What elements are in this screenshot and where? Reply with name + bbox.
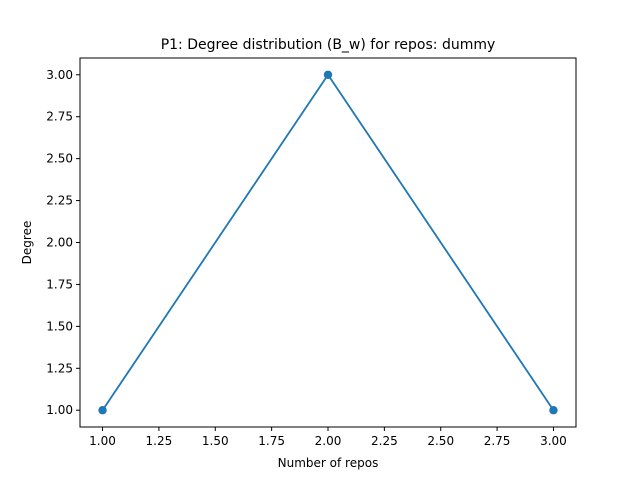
x-tick-label: 2.25: [371, 434, 398, 448]
x-tick-label: 1.75: [258, 434, 285, 448]
data-point: [323, 70, 333, 79]
x-tick-label: 1.00: [89, 434, 116, 448]
plot-area: 1.00 1.25 1.50 1.75 2.00 2.25 2.50 2.75 3.00 1.0…: [46, 57, 577, 448]
x-tick-label: 1.25: [146, 434, 173, 448]
x-tick-label: 2.00: [315, 434, 342, 448]
x-tick-label: 3.00: [540, 434, 567, 448]
y-tick-label: 2.75: [46, 110, 73, 124]
chart-title: P1: Degree distribution (B_w) for repos:…: [161, 37, 496, 53]
y-axis-label: Degree: [20, 221, 34, 265]
x-axis-label: Number of repos: [278, 456, 379, 470]
data-point: [549, 406, 558, 415]
y-tick-label: 1.75: [46, 277, 73, 291]
y-tick-label: 2.25: [46, 194, 73, 208]
x-tick-label: 2.75: [484, 434, 511, 448]
y-axis: 1.00 1.25 1.50 1.75 2.00 2.25 2.50 2.75 3.00: [46, 68, 80, 417]
y-tick-label: 1.50: [46, 319, 73, 333]
data-point: [98, 406, 107, 415]
x-tick-label: 2.50: [427, 434, 454, 448]
series-group: [98, 70, 558, 415]
y-tick-label: 1.25: [46, 361, 73, 375]
y-tick-label: 2.00: [46, 236, 73, 250]
x-tick-label: 1.50: [202, 434, 229, 448]
y-tick-label: 3.00: [46, 68, 73, 82]
y-tick-label: 1.00: [46, 403, 73, 417]
y-tick-label: 2.50: [46, 152, 73, 166]
x-axis: 1.00 1.25 1.50 1.75 2.00 2.25 2.50 2.75 3.00: [89, 427, 567, 448]
